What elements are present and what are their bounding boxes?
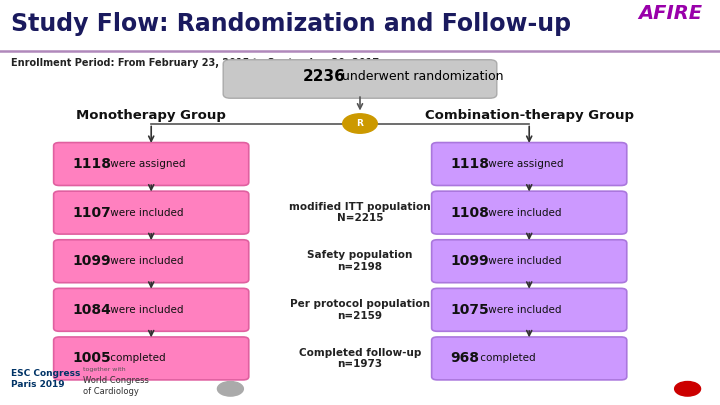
FancyBboxPatch shape xyxy=(53,143,249,185)
Text: 968: 968 xyxy=(451,352,480,365)
Text: R: R xyxy=(356,119,364,128)
Text: modified ITT population
N=2215: modified ITT population N=2215 xyxy=(289,202,431,224)
Text: 1005: 1005 xyxy=(72,352,111,365)
Text: were included: were included xyxy=(107,208,184,217)
Text: Enrollment Period: From February 23, 2015 to September 30, 2017: Enrollment Period: From February 23, 201… xyxy=(11,58,379,68)
Text: Combination-therapy Group: Combination-therapy Group xyxy=(425,109,634,122)
Text: completed: completed xyxy=(477,354,535,363)
Text: Monotherapy Group: Monotherapy Group xyxy=(76,109,226,122)
Text: underwent randomization: underwent randomization xyxy=(338,70,504,83)
Text: Per protocol population
n=2159: Per protocol population n=2159 xyxy=(290,299,430,321)
Text: 1118: 1118 xyxy=(72,157,112,171)
Text: 2236: 2236 xyxy=(302,69,346,85)
FancyBboxPatch shape xyxy=(53,191,249,234)
Text: completed: completed xyxy=(107,354,166,363)
Text: 1108: 1108 xyxy=(451,206,489,220)
Text: were included: were included xyxy=(485,208,562,217)
FancyBboxPatch shape xyxy=(431,288,626,331)
Text: were assigned: were assigned xyxy=(107,159,186,169)
Text: Safety population
n=2198: Safety population n=2198 xyxy=(307,250,413,272)
FancyBboxPatch shape xyxy=(53,240,249,283)
FancyBboxPatch shape xyxy=(431,337,626,380)
Circle shape xyxy=(675,382,701,396)
Text: were included: were included xyxy=(107,305,184,315)
Text: 1099: 1099 xyxy=(451,254,489,268)
Text: Completed follow-up
n=1973: Completed follow-up n=1973 xyxy=(299,347,421,369)
Text: AFIRE: AFIRE xyxy=(638,4,702,23)
Text: 1118: 1118 xyxy=(451,157,490,171)
FancyBboxPatch shape xyxy=(431,143,626,185)
Text: 1107: 1107 xyxy=(72,206,111,220)
Text: Study Flow: Randomization and Follow-up: Study Flow: Randomization and Follow-up xyxy=(11,12,571,36)
Text: together with: together with xyxy=(83,367,125,371)
FancyBboxPatch shape xyxy=(223,60,497,98)
Text: 1075: 1075 xyxy=(451,303,489,317)
Text: were included: were included xyxy=(485,305,562,315)
Circle shape xyxy=(217,382,243,396)
Text: ESC Congress
Paris 2019: ESC Congress Paris 2019 xyxy=(11,369,80,389)
Text: were assigned: were assigned xyxy=(485,159,564,169)
FancyBboxPatch shape xyxy=(53,288,249,331)
Text: 1084: 1084 xyxy=(72,303,111,317)
Text: 1099: 1099 xyxy=(72,254,111,268)
Circle shape xyxy=(343,114,377,133)
FancyBboxPatch shape xyxy=(53,337,249,380)
Text: were included: were included xyxy=(107,256,184,266)
Text: World Congress
of Cardiology: World Congress of Cardiology xyxy=(83,376,148,396)
FancyBboxPatch shape xyxy=(431,240,626,283)
Text: were included: were included xyxy=(485,256,562,266)
FancyBboxPatch shape xyxy=(431,191,626,234)
